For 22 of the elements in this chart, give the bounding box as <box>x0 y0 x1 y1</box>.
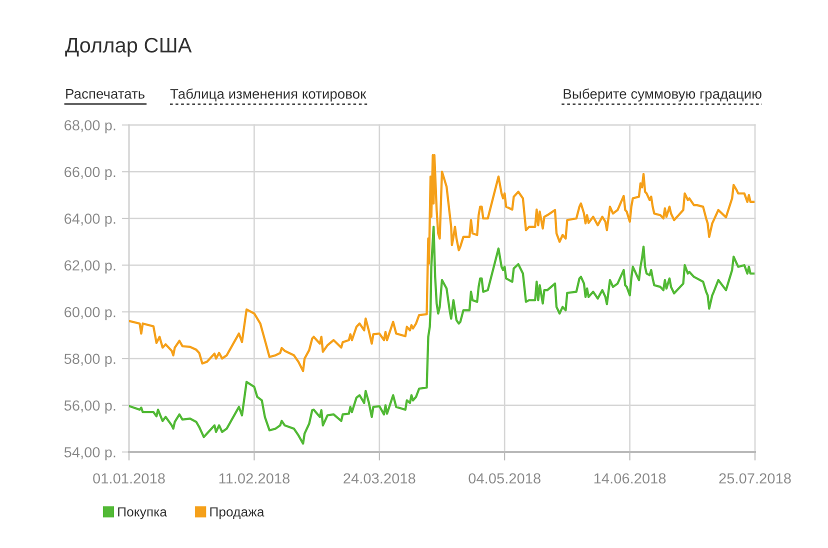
line-series <box>129 226 755 445</box>
y-tick-label: 54,00 р. <box>64 447 116 460</box>
y-tick-label: 66,00 р. <box>64 166 116 180</box>
legend-label: Покупка <box>118 507 167 520</box>
y-tick-label: 64,00 р. <box>64 214 116 227</box>
chart-title: Доллар США <box>65 38 192 57</box>
line-series <box>129 154 755 372</box>
x-tick-label: 14.06.2018 <box>594 473 666 484</box>
text: Таблица изменения котировок <box>170 88 366 102</box>
x-tick-label: 01.01.2018 <box>93 473 165 484</box>
y-tick-label: 58,00 р. <box>64 354 116 367</box>
text: Выберите суммовую градацию <box>564 88 762 102</box>
x-tick-label: 25.07.2018 <box>719 473 791 484</box>
y-tick-label: 60,00 р. <box>64 306 116 320</box>
y-tick-label: 68,00 р. <box>64 120 116 134</box>
legend-label: Продажа <box>210 507 264 520</box>
x-tick-label: 04.05.2018 <box>468 473 540 484</box>
text: Распечатать <box>66 89 145 99</box>
x-tick-label: 11.02.2018 <box>219 473 290 484</box>
x-tick-label: 24.03.2018 <box>344 473 416 484</box>
y-tick-label: 56,00 р. <box>64 400 116 414</box>
y-tick-label: 62,00 р. <box>64 260 116 274</box>
